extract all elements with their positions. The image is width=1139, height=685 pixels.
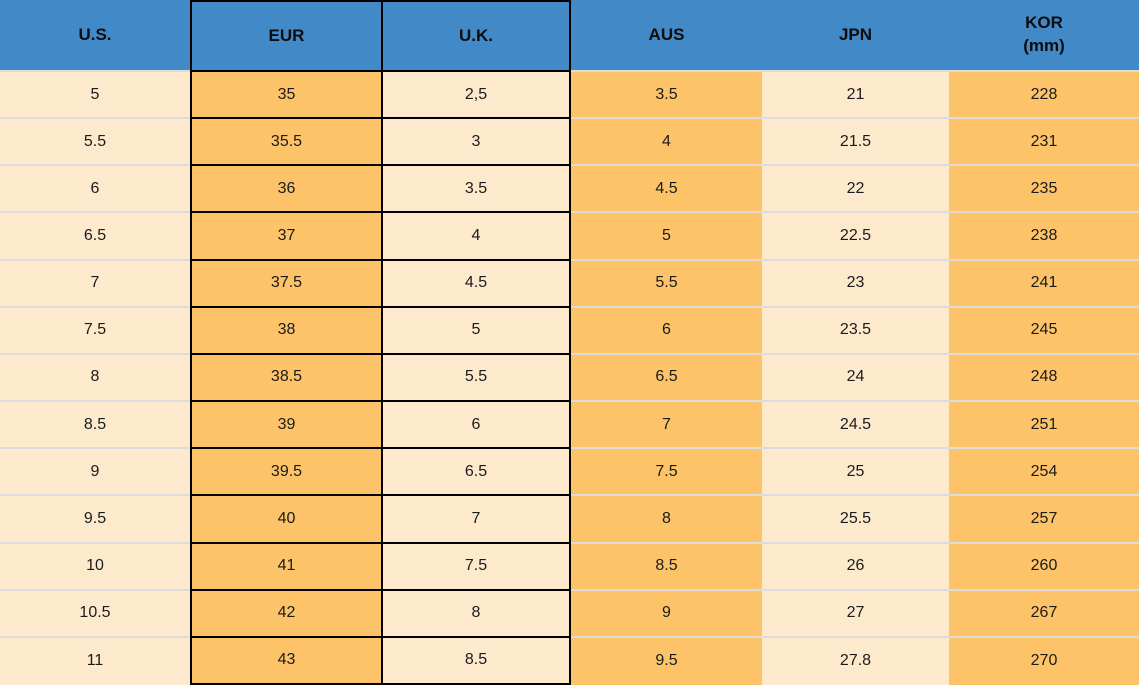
cell-uk: 5 <box>381 307 571 355</box>
column-header-kor-lines: KOR (mm) <box>1023 12 1065 58</box>
cell-jpn: 27.8 <box>762 637 949 685</box>
cell-eur: 37 <box>190 213 381 261</box>
cell-uk: 8 <box>381 590 571 638</box>
cell-uk: 3 <box>381 119 571 167</box>
cell-kor: 267 <box>949 590 1139 638</box>
cell-eur: 37.5 <box>190 260 381 308</box>
cell-jpn: 22 <box>762 166 949 214</box>
cell-uk: 4.5 <box>381 260 571 308</box>
cell-uk: 2,5 <box>381 72 571 120</box>
cell-aus: 4 <box>571 119 762 167</box>
cell-us: 7 <box>0 260 190 308</box>
cell-kor: 245 <box>949 307 1139 355</box>
cell-jpn: 23 <box>762 260 949 308</box>
cell-us: 5 <box>0 72 190 120</box>
cell-eur: 42 <box>190 590 381 638</box>
cell-kor: 231 <box>949 119 1139 167</box>
cell-aus: 7 <box>571 402 762 450</box>
cell-kor: 251 <box>949 402 1139 450</box>
cell-jpn: 25.5 <box>762 496 949 544</box>
cell-uk: 7.5 <box>381 543 571 591</box>
cell-jpn: 21 <box>762 72 949 120</box>
cell-jpn: 24.5 <box>762 402 949 450</box>
column-header-jpn: JPN <box>762 0 949 72</box>
cell-kor: 248 <box>949 354 1139 403</box>
cell-jpn: 21.5 <box>762 119 949 167</box>
cell-eur: 38 <box>190 307 381 355</box>
cell-uk: 8.5 <box>381 637 571 685</box>
cell-kor: 238 <box>949 213 1139 261</box>
cell-us: 8 <box>0 354 190 403</box>
cell-us: 6 <box>0 166 190 214</box>
cell-jpn: 23.5 <box>762 307 949 355</box>
cell-us: 8.5 <box>0 402 190 450</box>
cell-kor: 254 <box>949 449 1139 497</box>
cell-us: 11 <box>0 637 190 685</box>
cell-uk: 6.5 <box>381 449 571 497</box>
column-header-uk: U.K. <box>381 0 571 72</box>
cell-us: 10 <box>0 543 190 591</box>
cell-us: 5.5 <box>0 119 190 167</box>
column-header-us: U.S. <box>0 0 190 72</box>
cell-aus: 8 <box>571 496 762 544</box>
cell-kor: 235 <box>949 166 1139 214</box>
cell-uk: 4 <box>381 213 571 261</box>
cell-aus: 7.5 <box>571 449 762 497</box>
cell-aus: 4.5 <box>571 166 762 214</box>
cell-eur: 39.5 <box>190 449 381 497</box>
cell-kor: 260 <box>949 543 1139 591</box>
cell-eur: 36 <box>190 166 381 214</box>
cell-aus: 8.5 <box>571 543 762 591</box>
cell-us: 9 <box>0 449 190 497</box>
cell-eur: 39 <box>190 402 381 450</box>
cell-eur: 38.5 <box>190 354 381 403</box>
cell-aus: 6.5 <box>571 354 762 403</box>
cell-aus: 3.5 <box>571 72 762 120</box>
cell-jpn: 24 <box>762 354 949 403</box>
column-header-kor-line2: (mm) <box>1023 36 1065 55</box>
cell-us: 7.5 <box>0 307 190 355</box>
cell-kor: 270 <box>949 637 1139 685</box>
cell-jpn: 26 <box>762 543 949 591</box>
cell-aus: 6 <box>571 307 762 355</box>
cell-aus: 5 <box>571 213 762 261</box>
cell-kor: 257 <box>949 496 1139 544</box>
cell-us: 10.5 <box>0 590 190 638</box>
cell-uk: 5.5 <box>381 354 571 403</box>
cell-jpn: 22.5 <box>762 213 949 261</box>
cell-kor: 241 <box>949 260 1139 308</box>
cell-aus: 5.5 <box>571 260 762 308</box>
cell-uk: 6 <box>381 402 571 450</box>
cell-jpn: 25 <box>762 449 949 497</box>
cell-jpn: 27 <box>762 590 949 638</box>
cell-eur: 35 <box>190 72 381 120</box>
cell-kor: 228 <box>949 72 1139 120</box>
cell-uk: 7 <box>381 496 571 544</box>
cell-aus: 9.5 <box>571 637 762 685</box>
cell-aus: 9 <box>571 590 762 638</box>
column-header-kor-line1: KOR <box>1025 13 1063 33</box>
cell-eur: 35.5 <box>190 119 381 167</box>
column-header-eur: EUR <box>190 0 381 72</box>
cell-eur: 40 <box>190 496 381 544</box>
cell-us: 9.5 <box>0 496 190 544</box>
cell-us: 6.5 <box>0 213 190 261</box>
cell-uk: 3.5 <box>381 166 571 214</box>
cell-eur: 41 <box>190 543 381 591</box>
column-header-kor: KOR (mm) <box>949 0 1139 72</box>
cell-eur: 43 <box>190 637 381 685</box>
column-header-aus: AUS <box>571 0 762 72</box>
